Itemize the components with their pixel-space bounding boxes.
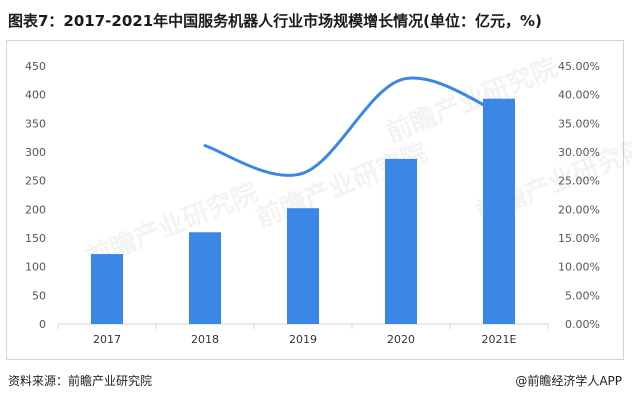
chart-frame	[6, 40, 624, 360]
labels-layer: 0 50 100 150 200 250 300 350 400 450 0.00% 5.00% 10.…	[25, 60, 600, 346]
bar	[91, 254, 123, 324]
bar	[287, 208, 319, 324]
y-tick-label-left: 250	[25, 175, 46, 188]
y-tick-label-right: 0.00%	[565, 318, 600, 331]
y-tick-label-right: 30.00%	[558, 146, 600, 159]
bars-layer	[91, 98, 515, 325]
y-tick-label-left: 300	[25, 146, 46, 159]
combo-chart: 0 50 100 150 200 250 300 350 400 450 0.00% 5.00% 10.…	[25, 60, 600, 346]
y-tick-label-left: 150	[25, 232, 46, 245]
x-tick-label: 2017	[93, 333, 121, 346]
y-tick-label-right: 15.00%	[558, 232, 600, 245]
x-tick-label: 2019	[289, 333, 317, 346]
y-tick-label-left: 350	[25, 117, 46, 130]
y-tick-label-left: 50	[32, 289, 46, 302]
line-layer	[203, 76, 501, 177]
growth-rate-line	[203, 76, 501, 177]
y-tick-label-left: 450	[25, 60, 46, 73]
x-tick-label: 2018	[191, 333, 219, 346]
bar	[385, 158, 417, 324]
y-tick-label-right: 5.00%	[565, 289, 600, 302]
axes-layer	[57, 323, 549, 329]
x-tick-label: 2021E	[482, 333, 517, 346]
y-tick-label-left: 0	[39, 318, 46, 331]
chart-title: 图表7：2017-2021年中国服务机器人行业市场规模增长情况(单位：亿元，%)	[8, 12, 542, 30]
y-tick-label-right: 10.00%	[558, 261, 600, 274]
y-tick-label-left: 100	[25, 261, 46, 274]
y-tick-label-right: 20.00%	[558, 203, 600, 216]
source-note: 资料来源：前瞻产业研究院	[8, 374, 153, 388]
y-tick-label-right: 45.00%	[558, 60, 600, 73]
y-tick-label-left: 400	[25, 89, 46, 102]
x-tick-label: 2020	[387, 333, 415, 346]
bar	[483, 98, 515, 325]
y-tick-label-right: 35.00%	[558, 117, 600, 130]
bar	[189, 232, 221, 324]
y-tick-label-right: 40.00%	[558, 89, 600, 102]
credit-note: @前瞻经济学人APP	[515, 374, 622, 388]
y-tick-label-left: 200	[25, 203, 46, 216]
y-tick-label-right: 25.00%	[558, 175, 600, 188]
